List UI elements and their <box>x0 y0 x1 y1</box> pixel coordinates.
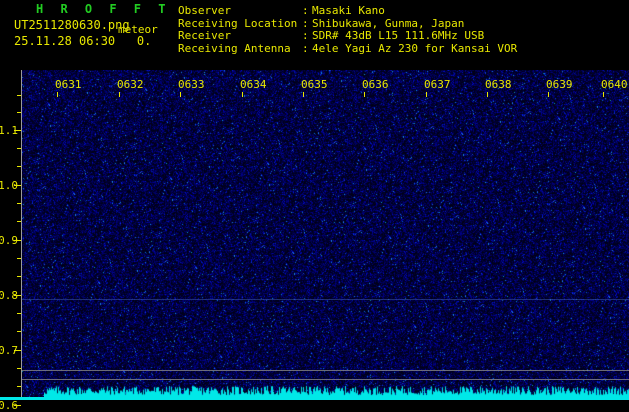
x-tick-mark <box>364 92 365 97</box>
metadata-separator: : <box>302 29 309 42</box>
reference-line-lower-2 <box>22 379 629 380</box>
metadata-row-observer: Observer : Masaki Kano <box>178 4 517 18</box>
metadata-separator: : <box>302 4 309 17</box>
y-tick-minor <box>17 386 21 387</box>
x-tick-label: 0636 <box>362 78 389 91</box>
y-tick-label: 0.8 <box>0 289 18 302</box>
bottom-signal-bar <box>0 397 629 400</box>
x-tick-label: 0639 <box>546 78 573 91</box>
y-tick-major <box>14 185 21 186</box>
reference-line-lower-1 <box>22 370 629 371</box>
y-tick-label: 0.7 <box>0 344 18 357</box>
y-tick-minor <box>17 221 21 222</box>
x-tick-mark <box>242 92 243 97</box>
x-tick-mark <box>603 92 604 97</box>
y-tick-major <box>14 130 21 131</box>
metadata-separator: : <box>302 41 309 55</box>
spectrogram-canvas-area <box>22 70 629 400</box>
y-tick-minor <box>17 258 21 259</box>
filename-label: UT2511280630.png <box>14 18 130 32</box>
x-tick-label: 0637 <box>424 78 451 91</box>
y-tick-minor <box>17 95 21 96</box>
x-tick-label: 0635 <box>301 78 328 91</box>
app-title: H R O F F T <box>36 2 171 16</box>
x-tick-mark <box>57 92 58 97</box>
y-tick-minor <box>17 203 21 204</box>
metadata-row-receiving-antenna: Receiving Antenna : 4ele Yagi Az 230 for… <box>178 41 518 56</box>
x-tick-mark <box>119 92 120 97</box>
metadata-separator: : <box>302 16 309 30</box>
metadata-key: Receiving Location <box>178 16 298 30</box>
count-value: 0. <box>136 34 152 48</box>
x-tick-label: 0632 <box>117 78 144 91</box>
metadata-row-receiver: Receiver : SDR# 43dB L15 111.6MHz USB <box>178 29 517 43</box>
y-tick-label: 1.1 <box>0 124 18 137</box>
x-tick-label: 0633 <box>178 78 205 91</box>
reference-line-upper <box>22 299 629 300</box>
y-tick-major <box>14 405 21 406</box>
spectrogram-plot: 1.1 1.0 0.9 0.8 0.7 0.6 0631 0632 0633 0634 0635 0… <box>0 70 629 412</box>
station-metadata: Observer : Masaki Kano Receiving Locatio… <box>178 4 518 56</box>
metadata-value: 4ele Yagi Az 230 for Kansai VOR <box>312 41 518 55</box>
datetime-value: 25.11.28 06:30 <box>14 34 116 48</box>
metadata-value: Shibukawa, Gunma, Japan <box>312 16 465 30</box>
y-tick-minor <box>17 166 21 167</box>
y-axis-line <box>21 70 22 400</box>
metadata-value: SDR# 43dB L15 111.6MHz USB <box>312 29 485 42</box>
x-tick-mark <box>548 92 549 97</box>
x-tick-mark <box>303 92 304 97</box>
y-tick-minor <box>17 112 21 113</box>
metadata-key: Receiving Antenna <box>178 41 291 55</box>
x-tick-label: 0631 <box>55 78 82 91</box>
y-tick-minor <box>17 313 21 314</box>
datetime-label: 25.11.28 06:30 0. <box>14 34 151 48</box>
y-tick-label: 1.0 <box>0 179 18 192</box>
signal-level-trace <box>44 384 629 400</box>
y-tick-minor <box>17 148 21 149</box>
x-tick-label: 0640 <box>601 78 628 91</box>
y-tick-major <box>14 350 21 351</box>
y-tick-minor <box>17 276 21 277</box>
metadata-key: Observer <box>178 4 231 17</box>
y-tick-major <box>14 240 21 241</box>
noise-floor-heatmap <box>22 70 629 400</box>
x-tick-mark <box>426 92 427 97</box>
y-tick-minor <box>17 368 21 369</box>
meteor-overlay-label: meteor <box>118 23 158 36</box>
x-tick-mark <box>180 92 181 97</box>
y-tick-label: 0.9 <box>0 234 18 247</box>
x-tick-label: 0634 <box>240 78 267 91</box>
metadata-key: Receiver <box>178 29 231 42</box>
y-tick-minor <box>17 331 21 332</box>
x-tick-mark <box>487 92 488 97</box>
x-tick-label: 0638 <box>485 78 512 91</box>
metadata-value: Masaki Kano <box>312 4 385 17</box>
y-tick-major <box>14 295 21 296</box>
metadata-row-receiving-location: Receiving Location : Shibukawa, Gunma, J… <box>178 16 517 31</box>
